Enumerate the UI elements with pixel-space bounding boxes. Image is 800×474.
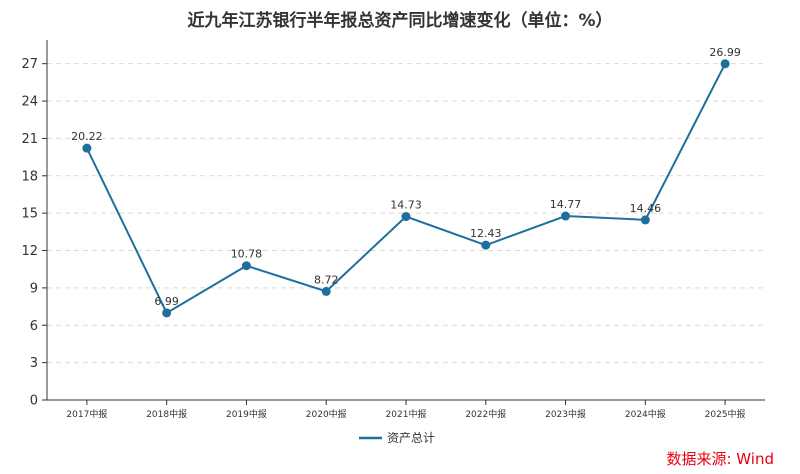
data-point	[561, 211, 571, 221]
data-label: 26.99	[709, 46, 741, 59]
x-tick-label: 2018中报	[146, 408, 187, 420]
data-label: 6.99	[154, 295, 179, 308]
y-tick-label: 6	[30, 319, 38, 334]
y-tick-label: 24	[21, 95, 38, 110]
x-tick-label: 2020中报	[306, 408, 347, 420]
x-tick-label: 2022中报	[465, 408, 506, 420]
data-label: 14.73	[390, 199, 422, 212]
x-tick-label: 2024中报	[625, 408, 666, 420]
data-label: 12.43	[470, 227, 502, 240]
data-point	[640, 215, 650, 225]
data-point	[481, 240, 491, 250]
chart-title: 近九年江苏银行半年报总资产同比增速变化（单位：%）	[187, 11, 613, 31]
y-tick-label: 21	[21, 132, 38, 147]
data-point	[162, 308, 172, 318]
data-label: 20.22	[71, 130, 103, 143]
data-point	[82, 143, 92, 153]
y-tick-label: 9	[30, 281, 38, 296]
x-tick-label: 2019中报	[226, 408, 267, 420]
data-point	[401, 212, 411, 222]
data-point	[241, 261, 251, 271]
legend: 资产总计	[359, 431, 435, 445]
y-tick-label: 0	[30, 394, 38, 409]
legend-label: 资产总计	[387, 431, 435, 445]
data-point	[321, 286, 331, 296]
y-tick-label: 27	[21, 57, 38, 72]
data-point	[720, 59, 730, 69]
axes: 0 3 6 9 12 15 18 21 24 27 2017中报 2018中报 2019中报 2020中报…	[21, 40, 765, 420]
x-tick-label: 2025中报	[705, 408, 746, 420]
data-label: 14.46	[630, 202, 662, 215]
y-tick-label: 3	[30, 356, 38, 371]
source-note: 数据来源: Wind	[666, 450, 774, 468]
x-tick-label: 2023中报	[545, 408, 586, 420]
y-tick-label: 15	[21, 207, 38, 222]
data-labels: 20.22 6.99 10.78 8.72 14.73 12.43 14.77 14.46 26…	[71, 46, 741, 308]
x-tick-label: 2021中报	[386, 408, 427, 420]
x-tick-label: 2017中报	[66, 408, 107, 420]
series-layer	[82, 59, 730, 318]
data-label: 8.72	[314, 273, 339, 286]
grid-lines	[47, 63, 765, 364]
y-tick-label: 12	[21, 244, 38, 259]
data-label: 14.77	[550, 198, 582, 211]
y-tick-label: 18	[21, 169, 38, 184]
data-label: 10.78	[231, 248, 263, 261]
